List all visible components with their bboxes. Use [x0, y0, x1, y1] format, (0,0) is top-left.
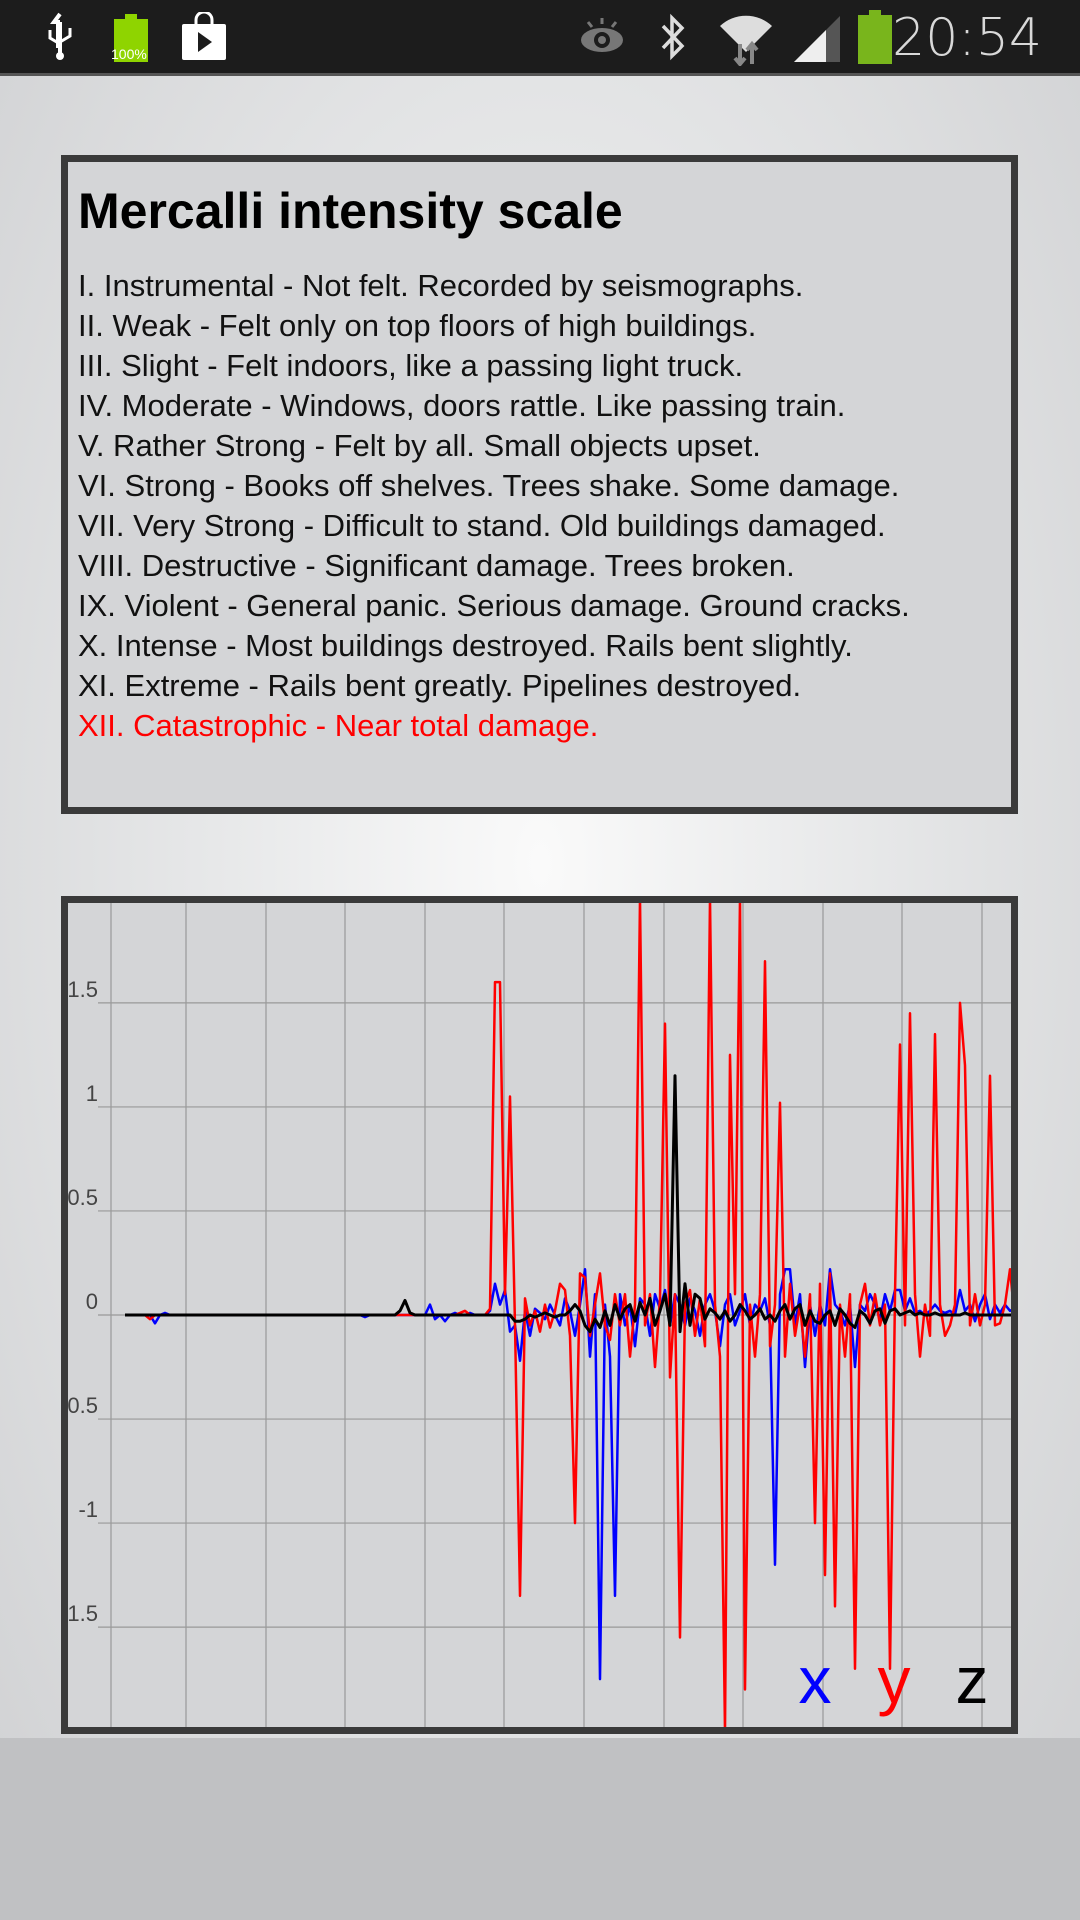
- scale-level-item: II. Weak - Felt only on top floors of hi…: [78, 308, 757, 343]
- scale-list: I. Instrumental - Not felt. Recorded by …: [78, 266, 1011, 746]
- legend-label-x: x: [799, 1643, 832, 1717]
- scale-level-item: VI. Strong - Books off shelves. Trees sh…: [78, 468, 900, 503]
- panel-title: Mercalli intensity scale: [78, 183, 623, 239]
- y-tick-label: 1.5: [68, 977, 98, 1002]
- scale-level-item: III. Slight - Felt indoors, like a passi…: [78, 348, 744, 383]
- battery-icon: 100%: [111, 14, 148, 62]
- scale-level-item: X. Intense - Most buildings destroyed. R…: [78, 628, 853, 663]
- series-line-x: [125, 1267, 1011, 1681]
- mercalli-scale-panel: Mercalli intensity scale I. Instrumental…: [61, 155, 1018, 814]
- y-tick-label: -0.5: [68, 1393, 98, 1418]
- usb-icon: [48, 12, 72, 60]
- status-bar: 100% 20:54: [0, 0, 1080, 76]
- scale-level-item: XI. Extreme - Rails bent greatly. Pipeli…: [78, 668, 802, 703]
- y-tick-label: 1: [86, 1081, 98, 1106]
- accelerometer-chart: 1.5 1 0.5 0 -0.5 -1 -1.5 xyz: [61, 896, 1018, 1734]
- legend-label-y: y: [878, 1643, 911, 1717]
- eye-icon: [581, 18, 623, 52]
- scale-level-item: V. Rather Strong - Felt by all. Small ob…: [78, 428, 761, 463]
- scale-level-item: VIII. Destructive - Significant damage. …: [78, 548, 795, 583]
- series-line-z: [125, 1074, 1011, 1334]
- scale-level-item: IV. Moderate - Windows, doors rattle. Li…: [78, 388, 846, 423]
- wifi-icon: [720, 15, 772, 66]
- scale-level-item: VII. Very Strong - Difficult to stand. O…: [78, 508, 886, 543]
- scale-level-item: XII. Catastrophic - Near total damage.: [78, 708, 599, 743]
- battery-percent: 100%: [111, 46, 147, 62]
- scale-level-item: I. Instrumental - Not felt. Recorded by …: [78, 268, 804, 303]
- scale-level-item: IX. Violent - General panic. Serious dam…: [78, 588, 910, 623]
- y-tick-label: -1: [78, 1497, 98, 1522]
- y-tick-label: -1.5: [68, 1601, 98, 1626]
- bottom-area: [0, 1738, 1080, 1920]
- battery-icon: [858, 10, 892, 64]
- chart-svg: 1.5 1 0.5 0 -0.5 -1 -1.5 xyz: [68, 903, 1011, 1727]
- legend-label-z: z: [956, 1643, 989, 1717]
- clock: 20:54: [892, 8, 1042, 68]
- bluetooth-icon: [661, 13, 685, 61]
- y-tick-label: 0: [86, 1289, 98, 1314]
- play-store-icon[interactable]: [180, 12, 228, 62]
- signal-icon: [794, 16, 840, 62]
- y-tick-label: 0.5: [68, 1185, 98, 1210]
